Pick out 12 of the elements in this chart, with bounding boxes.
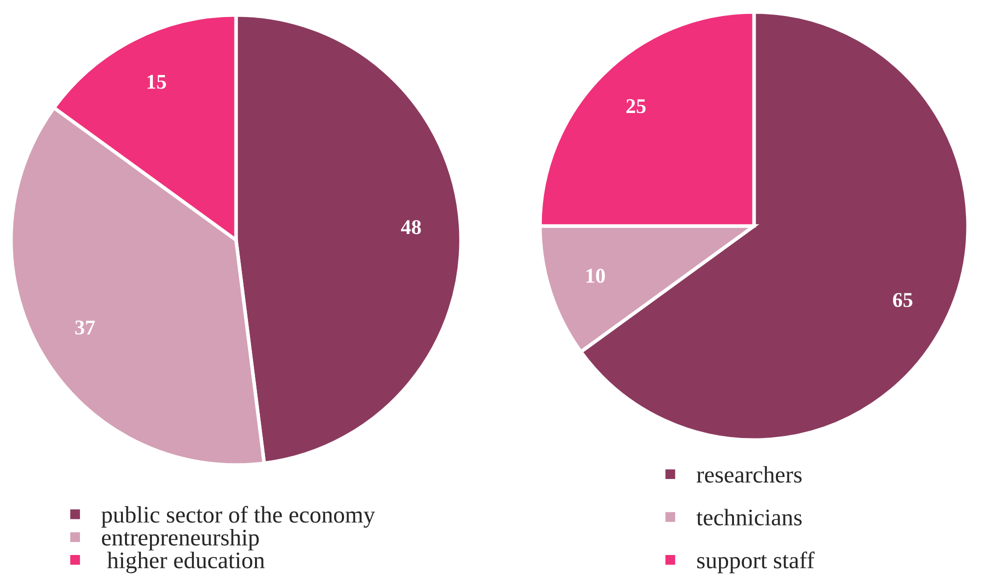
data-label: 48 [401, 220, 421, 234]
legend-label: support staff [697, 552, 815, 574]
data-label: 10 [586, 268, 605, 283]
legend-label: public sector of the economy [101, 506, 376, 528]
legend-label: higher education [107, 552, 265, 574]
data-label: 37 [75, 320, 95, 335]
data-label: 25 [626, 99, 646, 114]
legend-label: entrepreneurship [102, 528, 259, 550]
data-label: 15 [148, 74, 166, 89]
legend-label: researchers [696, 466, 802, 483]
data-label: 65 [893, 292, 912, 307]
legend-label: technicians [696, 508, 802, 526]
